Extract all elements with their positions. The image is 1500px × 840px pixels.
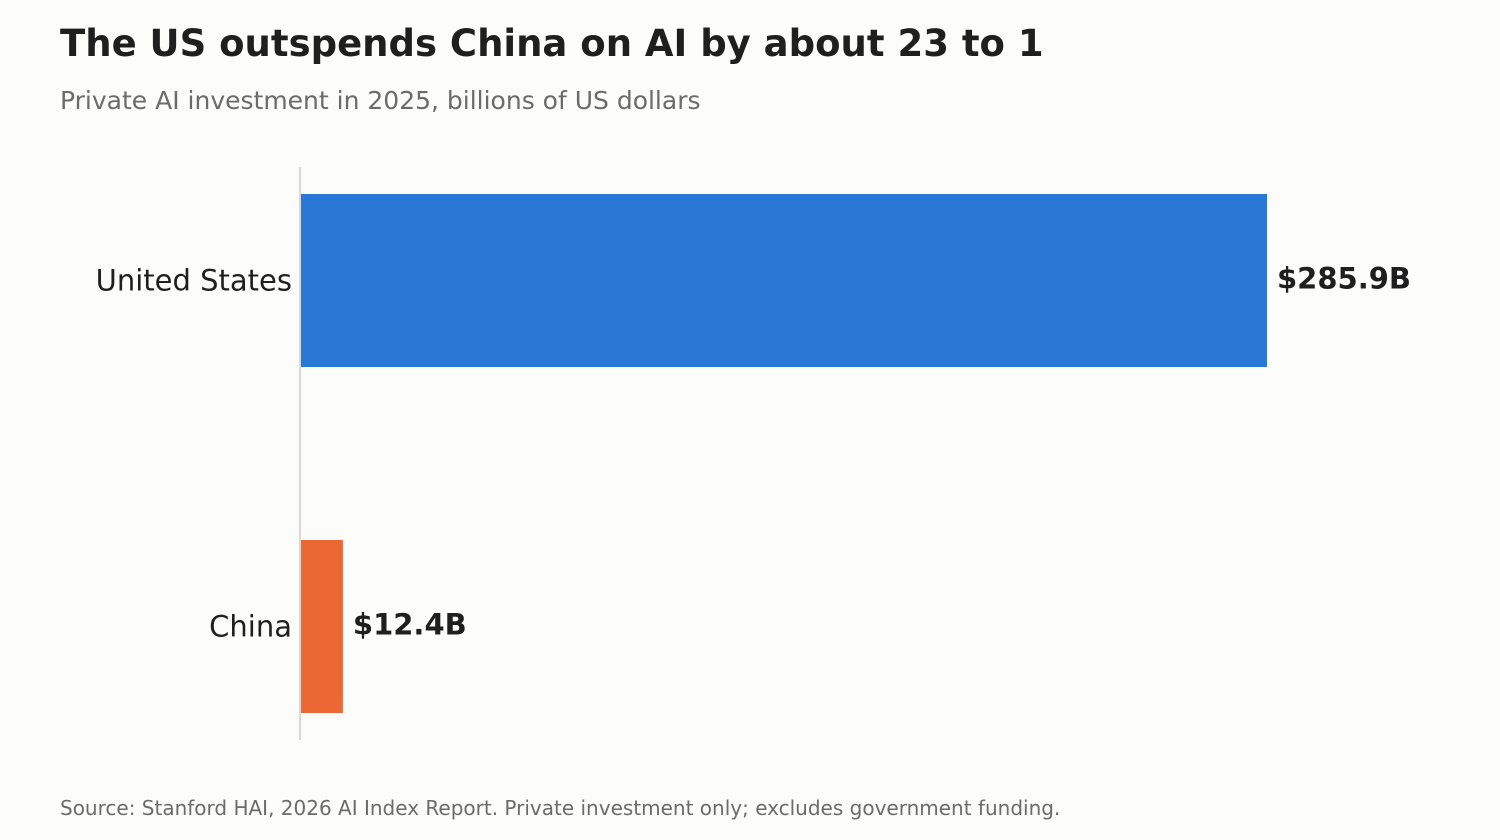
chart-title: The US outspends China on AI by about 23… <box>60 22 1044 65</box>
source-note: Source: Stanford HAI, 2026 AI Index Repo… <box>60 796 1061 820</box>
bar-china <box>301 540 343 713</box>
bar-united-states <box>301 194 1267 367</box>
category-label-china: China <box>209 610 292 644</box>
value-label-china: $12.4B <box>353 608 467 642</box>
bars-layer: United States $285.9B China $12.4B <box>96 194 1411 713</box>
chart-subtitle: Private AI investment in 2025, billions … <box>60 86 701 115</box>
category-label-united-states: United States <box>96 264 292 298</box>
value-label-united-states: $285.9B <box>1277 262 1411 296</box>
